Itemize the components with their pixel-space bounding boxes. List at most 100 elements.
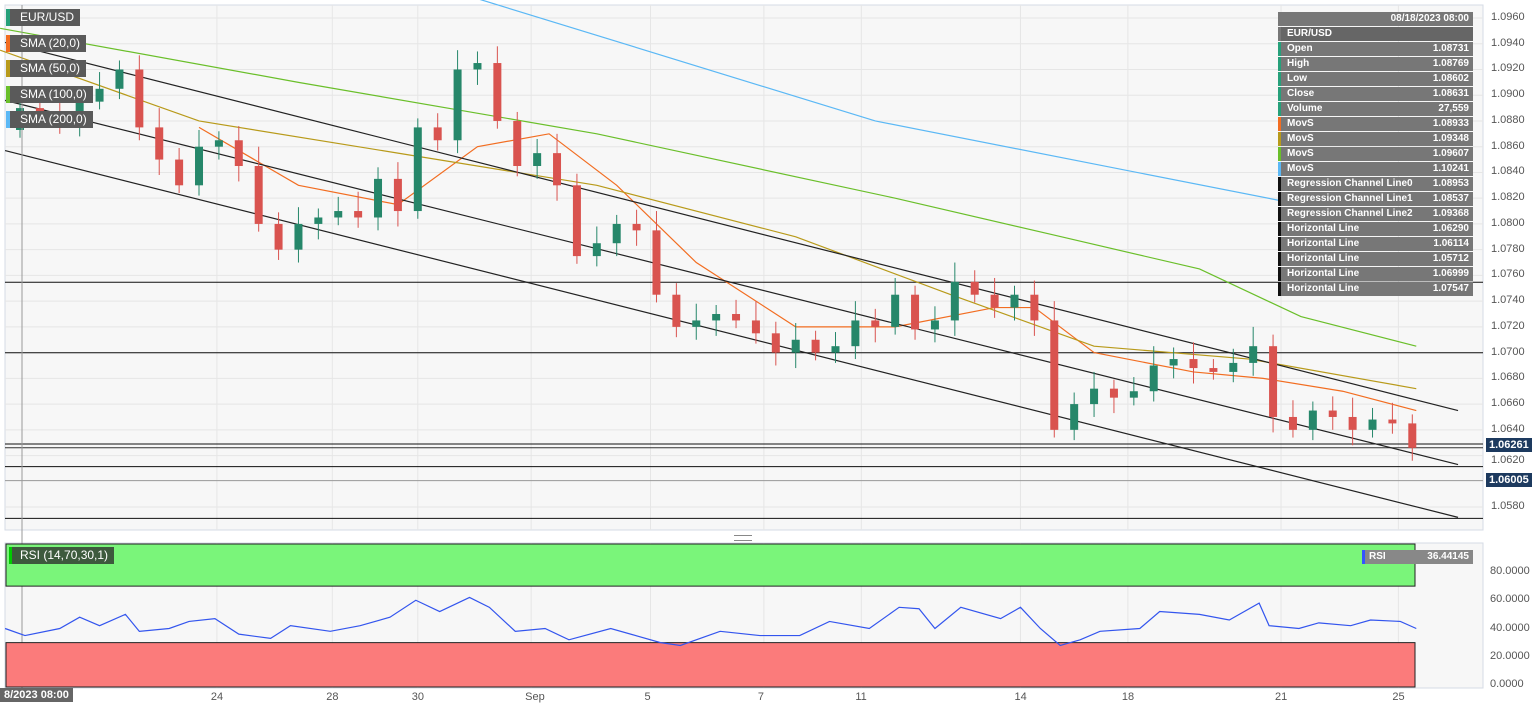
candle-body [632,223,641,231]
y-tick-label: 1.0920 [1491,62,1525,75]
x-tick-label: 14 [1014,691,1027,703]
legend-item[interactable]: SMA (100,0) [6,85,93,103]
info-row: MovS 1.09348 [1278,132,1473,146]
overbought-zone [5,543,1416,587]
candle-body [831,346,840,353]
info-row: High 1.08769 [1278,57,1473,71]
candle-body [254,166,263,224]
y-tick-label: 1.0740 [1491,294,1525,307]
rsi-tick-label: 40.0000 [1490,621,1530,634]
candle-body [274,223,283,250]
x-tick-label: 11 [855,691,867,703]
legend-item[interactable]: SMA (200,0) [6,111,93,128]
candle-body [1368,419,1377,430]
candle-body [553,153,562,186]
candle-body [1408,423,1417,448]
legend-item[interactable]: EUR/USD [6,9,81,26]
candle-body [990,294,999,308]
legend-item[interactable]: SMA (20,0) [6,34,87,52]
candle-body [1189,359,1198,369]
candle-body [513,120,522,167]
candle-body [1388,419,1397,424]
info-datetime: 08/18/2023 08:00 [1278,12,1473,26]
y-tick-label: 1.0620 [1491,454,1525,466]
y-tick-label: 1.0880 [1491,113,1525,126]
candle-body [732,314,741,321]
y-tick-label: 1.0780 [1491,242,1525,255]
candle-body [891,294,900,327]
candle-body [214,140,223,147]
y-tick-label: 1.0660 [1491,397,1525,410]
candle-body [911,294,920,330]
x-tick-label: 7 [757,691,764,703]
x-tick-label: 5 [644,691,651,703]
candle-body [314,217,323,224]
y-tick-label: 1.0800 [1491,216,1525,229]
candle-body [712,314,721,321]
info-row: Open 1.08731 [1278,42,1473,56]
info-symbol: EUR/USD [1278,27,1473,41]
price-badge: 1.06005 [1486,473,1532,487]
y-tick-label: 1.0960 [1491,11,1525,23]
regression-channel-line [4,99,1459,466]
sma-line [0,49,1417,390]
rsi-value-panel: RSI 36.44145 [1362,550,1473,564]
y-tick-label: 1.0940 [1491,36,1525,49]
rsi-tick-label: 0.0000 [1490,678,1524,690]
candle-body [1070,404,1079,430]
candle-body [851,320,860,347]
candle-body [533,153,542,167]
info-row: Regression Channel Line1 1.08537 [1278,192,1473,206]
candle-body [950,281,959,321]
candle-body [195,146,204,186]
candle-body [413,127,422,212]
candle-body [354,211,363,218]
candle-body [1090,388,1099,405]
y-tick-label: 1.0820 [1491,191,1525,204]
candle-body [811,339,820,353]
x-tick-label: Sep [525,691,545,703]
x-tick-label: 28 [326,691,339,703]
oversold-zone [5,642,1416,688]
legend-item[interactable]: SMA (50,0) [6,60,87,77]
candle-body [115,69,124,89]
candle-body [970,281,979,295]
y-tick-label: 1.0580 [1491,500,1525,513]
x-tick-label: 30 [411,691,425,703]
y-tick-label: 1.0900 [1491,88,1525,101]
crosshair-time-label: 8/2023 08:00 [0,688,73,702]
rsi-tick-label: 60.0000 [1490,593,1530,606]
pane-resize-handle[interactable] [734,535,752,541]
candle-body [453,69,462,141]
info-row: Regression Channel Line2 1.09368 [1278,207,1473,221]
y-tick-label: 1.0700 [1491,345,1525,358]
candle-body [294,223,303,250]
candle-body [1229,362,1238,372]
candle-body [592,243,601,257]
info-row: Horizontal Line 1.05712 [1278,252,1473,266]
price-pane [4,4,1484,531]
regression-channel-line [4,149,1459,518]
info-row: Close 1.08631 [1278,87,1473,101]
candle-body [155,127,164,160]
candle-body [572,185,581,257]
candle-body [493,63,502,121]
candle-body [374,178,383,218]
candle-body [95,88,104,102]
candle-body [1288,416,1297,430]
last-price-badge: 1.06261 [1486,438,1532,452]
rsi-legend: RSI (14,70,30,1) [9,547,115,564]
candle-body [175,159,184,186]
candle-body [334,211,343,218]
info-row: MovS 1.10241 [1278,162,1473,176]
regression-channel-line [4,41,1459,412]
info-row: Horizontal Line 1.06999 [1278,267,1473,281]
y-tick-label: 1.0720 [1491,319,1525,332]
candle-body [1269,346,1278,417]
candle-body [1149,365,1158,392]
candle-body [135,69,144,128]
candle-body [672,294,681,327]
candle-body [1050,320,1059,430]
candle-body [1010,294,1019,308]
